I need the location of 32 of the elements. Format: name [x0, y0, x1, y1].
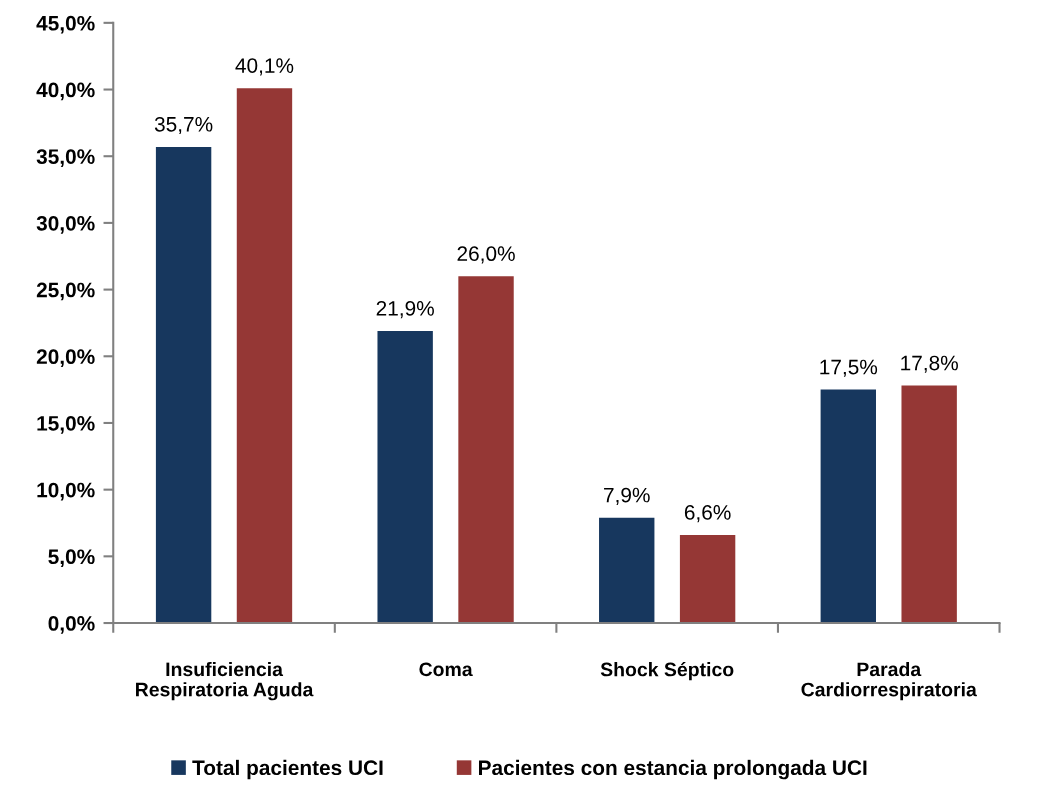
- y-tick-label: 0,0%: [48, 616, 95, 634]
- x-tick-label: Shock Séptico: [600, 661, 734, 681]
- bar: [599, 517, 655, 624]
- data-label: 6,6%: [684, 505, 731, 523]
- x-tick-label: Parada Cardiorrespiratoria: [801, 661, 977, 701]
- y-tick-label: 45,0%: [36, 15, 95, 34]
- y-tick-label: 15,0%: [37, 415, 95, 434]
- bar: [377, 330, 433, 624]
- data-label: 17,8%: [901, 355, 958, 373]
- bar: [679, 535, 736, 624]
- data-label: 7,9%: [604, 487, 650, 505]
- x-tick-label: Insuficiencia Respiratoria Aguda: [136, 661, 314, 701]
- y-tick-label: 10,0%: [37, 482, 95, 501]
- bar: [901, 385, 957, 624]
- data-label: 35,7%: [154, 116, 213, 135]
- y-tick-label: 20,0%: [36, 349, 95, 368]
- y-tick-label: 25,0%: [36, 282, 95, 301]
- bar: [236, 88, 293, 624]
- y-tick-label: 40,0%: [36, 82, 95, 101]
- y-tick-label: 5,0%: [48, 549, 95, 568]
- legend-label: Total pacientes UCI: [192, 759, 383, 780]
- data-label: 21,9%: [376, 300, 434, 319]
- legend-label: Pacientes con estancia prolongada UCI: [479, 759, 867, 780]
- y-tick-label: 35,0%: [36, 149, 95, 167]
- bar: [820, 389, 876, 624]
- bar: [155, 146, 212, 624]
- bar: [458, 276, 514, 624]
- data-label: 40,1%: [235, 58, 294, 76]
- data-label: 26,0%: [457, 246, 515, 264]
- y-tick-label: 30,0%: [36, 215, 95, 234]
- data-label: 17,5%: [820, 359, 878, 377]
- x-tick-label: Coma: [419, 662, 473, 677]
